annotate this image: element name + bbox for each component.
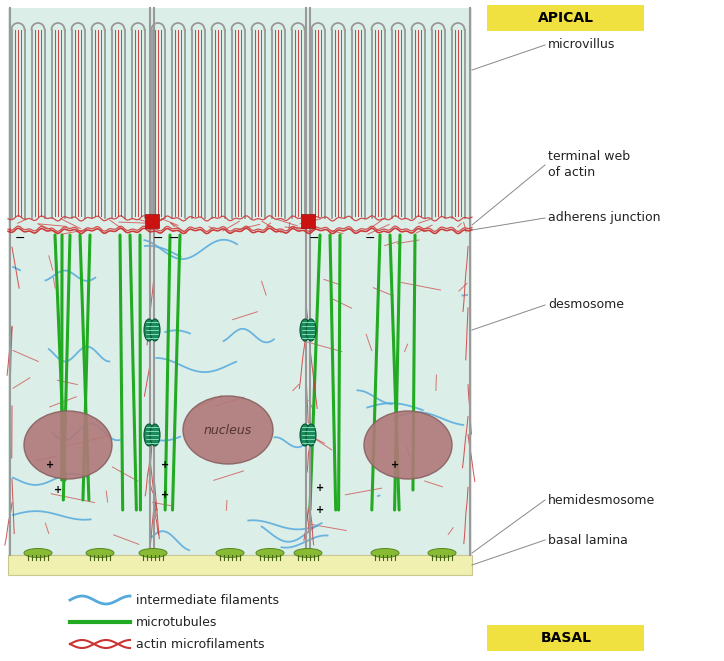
Text: −: − xyxy=(365,231,375,245)
Text: microtubules: microtubules xyxy=(136,615,217,629)
Ellipse shape xyxy=(216,549,244,557)
Ellipse shape xyxy=(139,549,167,557)
Bar xyxy=(145,214,159,228)
Text: +: + xyxy=(54,485,62,495)
Ellipse shape xyxy=(24,411,112,479)
Ellipse shape xyxy=(306,319,316,341)
Ellipse shape xyxy=(300,424,310,446)
Ellipse shape xyxy=(294,549,322,557)
Text: actin microfilaments: actin microfilaments xyxy=(136,637,264,650)
Text: −: − xyxy=(169,231,180,245)
Ellipse shape xyxy=(428,549,456,557)
FancyBboxPatch shape xyxy=(487,625,644,651)
Text: −: − xyxy=(308,231,319,245)
Ellipse shape xyxy=(150,424,160,446)
Text: −: − xyxy=(153,231,163,245)
Ellipse shape xyxy=(364,411,452,479)
Text: nucleus: nucleus xyxy=(204,424,252,436)
Ellipse shape xyxy=(86,549,114,557)
Text: hemidesmosome: hemidesmosome xyxy=(548,494,655,506)
Ellipse shape xyxy=(24,549,52,557)
Ellipse shape xyxy=(183,396,273,464)
Text: BASAL: BASAL xyxy=(541,631,592,645)
Ellipse shape xyxy=(144,424,154,446)
Text: +: + xyxy=(161,460,169,470)
FancyBboxPatch shape xyxy=(487,5,644,31)
Ellipse shape xyxy=(150,319,160,341)
Text: adherens junction: adherens junction xyxy=(548,212,660,225)
Text: intermediate filaments: intermediate filaments xyxy=(136,594,279,607)
Text: +: + xyxy=(316,505,324,515)
Ellipse shape xyxy=(256,549,284,557)
Ellipse shape xyxy=(300,319,310,341)
Bar xyxy=(301,214,315,228)
Ellipse shape xyxy=(371,549,399,557)
Text: +: + xyxy=(161,490,169,500)
Text: terminal web
of actin: terminal web of actin xyxy=(548,151,630,180)
Text: basal lamina: basal lamina xyxy=(548,533,628,547)
Text: +: + xyxy=(46,460,54,470)
Ellipse shape xyxy=(306,424,316,446)
Text: desmosome: desmosome xyxy=(548,299,624,311)
Bar xyxy=(8,8,472,555)
Text: +: + xyxy=(391,460,399,470)
Text: −: − xyxy=(14,231,25,245)
Text: microvillus: microvillus xyxy=(548,38,615,52)
Ellipse shape xyxy=(144,319,154,341)
Text: APICAL: APICAL xyxy=(538,11,594,25)
Bar xyxy=(8,555,472,575)
Text: +: + xyxy=(316,483,324,493)
